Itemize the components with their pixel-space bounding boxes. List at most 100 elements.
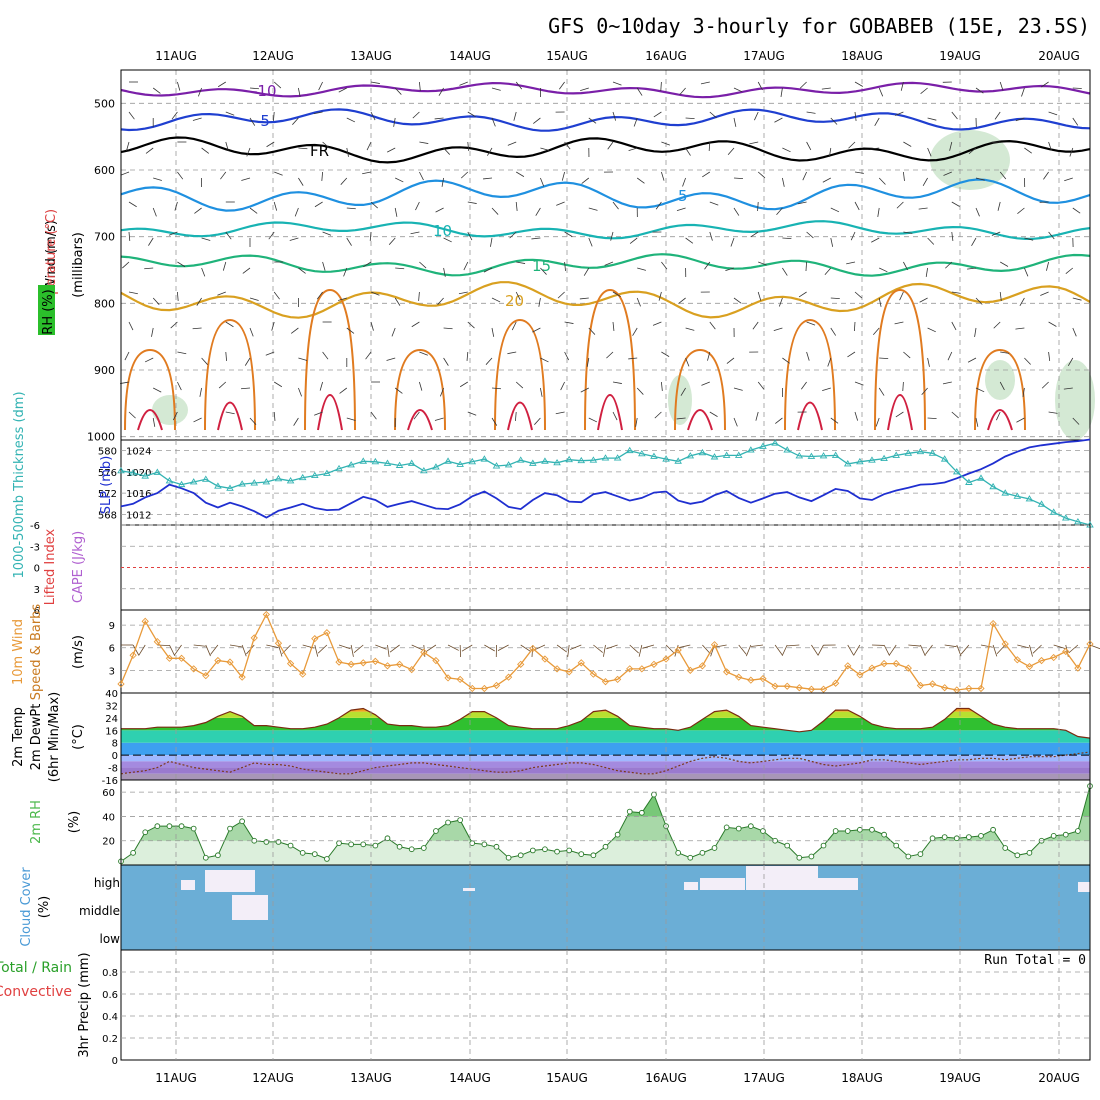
wind10m-point <box>190 665 198 673</box>
wind-barb <box>273 291 280 300</box>
wind-barb <box>145 147 154 154</box>
thickness-point <box>577 456 586 464</box>
wind-barb <box>975 297 983 305</box>
thickness-point <box>904 449 913 456</box>
pressure-tick-label: 500 <box>94 97 115 110</box>
wind-barb <box>1040 291 1049 296</box>
wind-barb <box>822 387 831 392</box>
wind-barb <box>612 291 621 297</box>
wind10m-axis-sublabel: Speed & Barbs <box>29 604 44 701</box>
wind10m-point <box>444 674 452 682</box>
thickness-point <box>625 446 634 454</box>
wind-barb <box>151 327 154 337</box>
wind-barb <box>148 237 154 246</box>
temp2m-tick-label: -16 <box>102 776 118 787</box>
lifted-index-tick-label: 3 <box>34 585 40 596</box>
wind-barb <box>588 417 598 423</box>
wind-barb <box>241 177 251 181</box>
wind10m-point <box>941 684 949 692</box>
wind-barb <box>798 291 807 298</box>
wind-barb <box>1043 171 1049 180</box>
wind-barb <box>685 237 694 244</box>
wind-barb <box>1048 111 1058 116</box>
wind-barb <box>292 117 299 125</box>
wind-barb <box>201 357 208 365</box>
wind-barb <box>806 111 816 114</box>
wind10m-barb <box>883 644 890 656</box>
wind10m-point <box>262 610 270 619</box>
thickness-point <box>1001 489 1010 496</box>
rh2m-point <box>651 791 657 798</box>
wind10m-point <box>759 675 767 683</box>
wind-barb <box>388 237 396 245</box>
wind-barb <box>124 351 130 361</box>
wind10m-barb <box>996 644 1006 655</box>
wind-barb <box>628 147 638 152</box>
wind-barb <box>999 81 1004 91</box>
thickness-point <box>662 455 670 462</box>
rh2m-point <box>1050 833 1057 839</box>
rh2m-point <box>711 845 718 851</box>
wind-barb <box>467 231 473 241</box>
wind10m-point <box>371 657 379 665</box>
wind10m-panel-frame <box>120 609 1091 694</box>
wind-barb <box>725 267 735 272</box>
wind10m-point <box>771 682 779 690</box>
wind-barb <box>411 321 420 328</box>
wind-barb <box>507 351 517 355</box>
rh2m-point <box>481 841 488 848</box>
wind-barb <box>558 81 565 90</box>
date-label-top: 20AUG <box>1038 49 1080 63</box>
wind10m-barb <box>606 644 618 650</box>
wind-barb <box>1063 387 1073 390</box>
wind-barb <box>758 261 767 266</box>
wind-barb <box>733 87 743 93</box>
wind-barb <box>538 297 541 307</box>
rh-shading <box>985 360 1015 400</box>
wind10m-point <box>456 675 464 684</box>
wind-barb <box>313 111 323 115</box>
wind10m-point <box>589 670 598 678</box>
thickness-point <box>516 456 525 463</box>
wind-barb <box>556 201 565 206</box>
wind-barb <box>298 147 308 150</box>
pressure-tick-label: 700 <box>94 231 115 244</box>
wind-barb <box>877 207 880 217</box>
wind-barb <box>870 147 880 150</box>
wind-barb <box>419 381 423 391</box>
wind10m-tick-label: 3 <box>109 666 115 677</box>
wind-barb <box>951 291 961 294</box>
wind-barb <box>655 201 662 210</box>
wind-barb <box>415 201 420 211</box>
wind10m-point <box>735 673 743 681</box>
warm-band <box>121 693 1090 705</box>
wind-barb <box>273 201 278 211</box>
wind10m-point <box>686 666 694 675</box>
wind-barb <box>709 201 719 206</box>
wind-barb <box>533 117 541 124</box>
wind10m-barb <box>817 644 824 656</box>
thickness-point <box>286 477 295 484</box>
date-label-bottom: 18AUG <box>841 1071 883 1085</box>
thickness-point <box>734 451 743 458</box>
rh2m-point <box>227 825 233 832</box>
thickness-point <box>153 468 162 475</box>
wind10m-barb <box>751 644 764 647</box>
wind10m-barb <box>389 644 400 653</box>
wind-barb <box>757 201 759 212</box>
wind-barb <box>419 351 428 356</box>
hot-isotherm <box>317 394 343 431</box>
wind-barb <box>177 81 181 91</box>
wind-barb <box>903 141 912 147</box>
date-label-bottom: 20AUG <box>1038 1071 1080 1085</box>
cloud-cover-cell <box>463 888 475 891</box>
rh2m-tick-label: 40 <box>102 812 115 823</box>
wind10m-point <box>1025 662 1034 671</box>
wind-barb <box>730 237 735 247</box>
wind-barb <box>580 387 589 393</box>
thickness-point <box>892 451 900 458</box>
wind10m-barb <box>908 644 921 647</box>
rh2m-point <box>190 825 197 832</box>
wind-barb <box>491 387 502 390</box>
wind-barb <box>951 111 958 120</box>
